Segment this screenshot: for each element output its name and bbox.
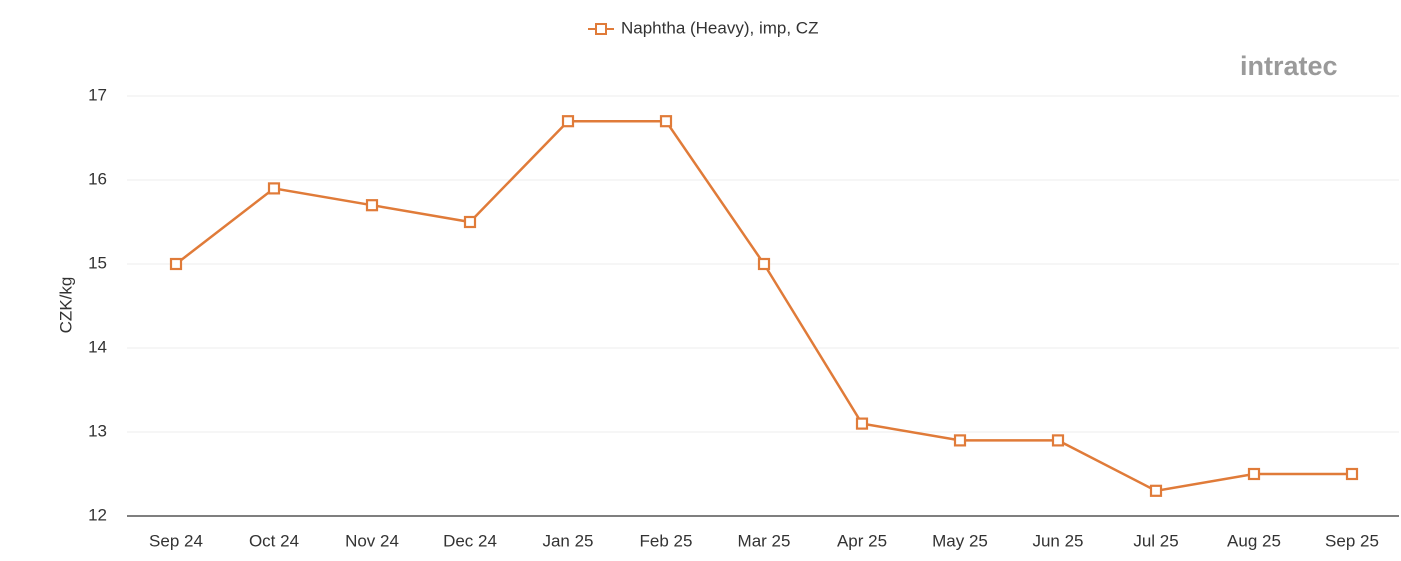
marker (953, 434, 967, 447)
x-tick-label: Feb 25 (640, 531, 693, 550)
marker (1345, 467, 1359, 481)
x-tick-label: Dec 24 (443, 531, 497, 550)
y-tick-label: 17 (88, 85, 107, 104)
marker (855, 417, 869, 430)
x-tick-label: Aug 25 (1227, 531, 1281, 550)
x-tick-label: May 25 (932, 531, 988, 550)
x-tick-label: Sep 24 (149, 531, 203, 550)
marker (757, 257, 771, 271)
series-line (175, 119, 1352, 493)
marker (365, 199, 379, 212)
legend-label: Naphtha (Heavy), imp, CZ (621, 18, 818, 37)
y-axis-label: CZK/kg (56, 277, 75, 334)
x-tick-label: Oct 24 (249, 531, 299, 550)
legend-marker (595, 23, 607, 35)
x-tick-label: Jun 25 (1032, 531, 1083, 550)
y-tick-label: 13 (88, 421, 107, 440)
y-tick-label: 14 (88, 337, 107, 356)
logo: intratec (1240, 51, 1338, 81)
x-tick-label: Apr 25 (837, 531, 887, 550)
marker (463, 215, 477, 229)
marker (561, 115, 575, 128)
marker (169, 257, 183, 271)
x-tick-label: Jan 25 (542, 531, 593, 550)
y-tick-label: 15 (88, 253, 107, 272)
x-tick-label: Mar 25 (738, 531, 791, 550)
marker (1247, 467, 1261, 481)
y-tick-label: 12 (88, 505, 107, 524)
y-tick-label: 16 (88, 169, 107, 188)
x-tick-label: Sep 25 (1325, 531, 1379, 550)
x-tick-label: Nov 24 (345, 531, 399, 550)
marker (659, 115, 673, 128)
marker (267, 182, 281, 195)
marker (1051, 434, 1065, 447)
x-tick-label: Jul 25 (1133, 531, 1178, 550)
marker (1149, 484, 1163, 497)
